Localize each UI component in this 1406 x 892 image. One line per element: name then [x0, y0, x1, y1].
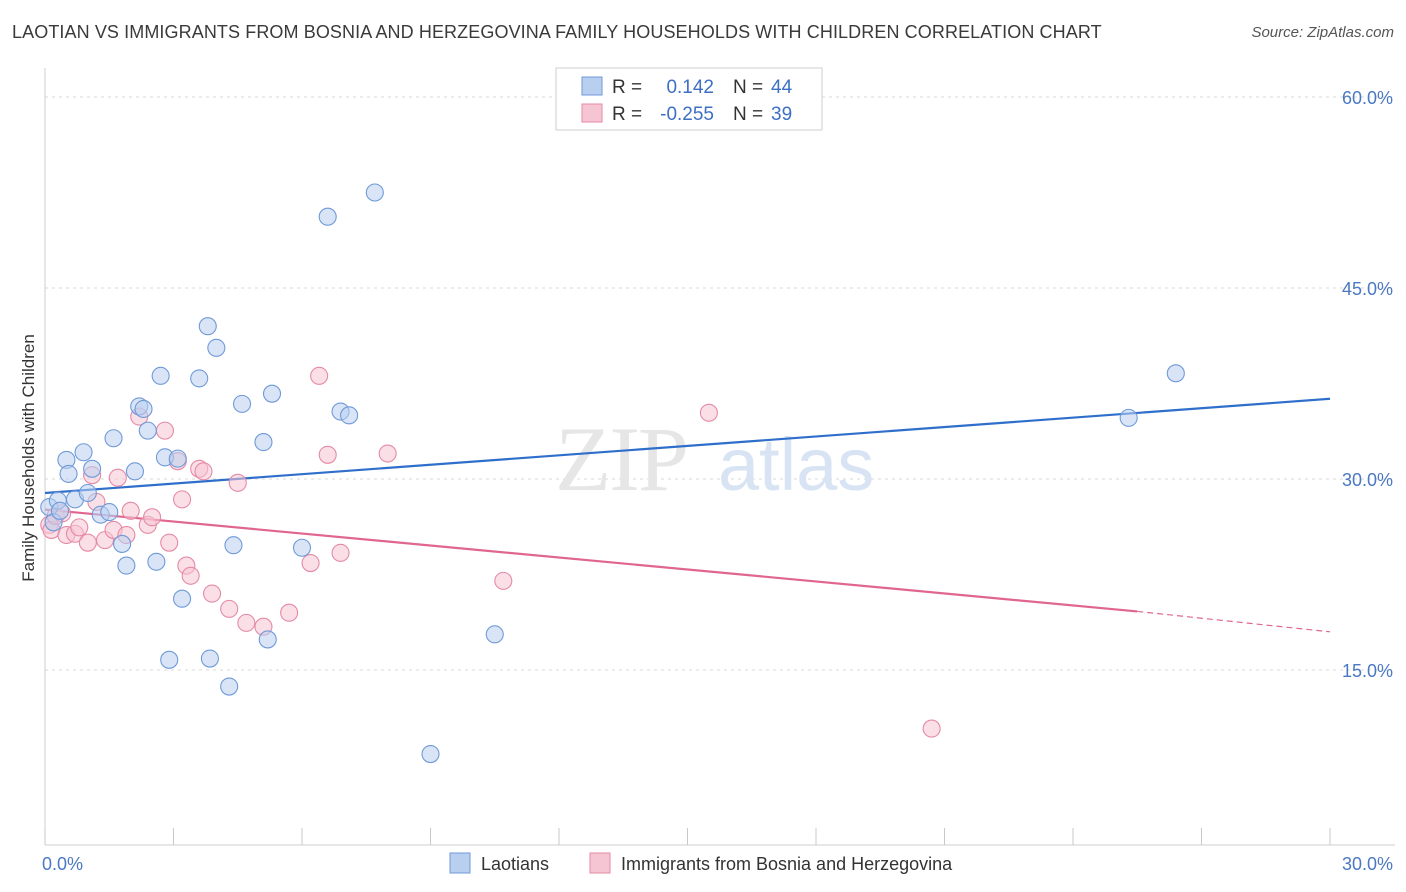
point-laotians: [224, 536, 243, 555]
legend-n-label-2: N =: [733, 104, 763, 125]
grid-lines: [45, 96, 1395, 671]
legend-swatch-bosnia: [581, 103, 603, 123]
y-tick-label: 30.0%: [1342, 470, 1393, 490]
point-laotians: [173, 589, 192, 608]
point-bosnia: [228, 473, 247, 492]
point-laotians: [168, 449, 187, 468]
point-laotians: [190, 369, 209, 388]
y-tick-label: 45.0%: [1342, 279, 1393, 299]
x-tick-label-min: 0.0%: [42, 854, 83, 874]
point-bosnia: [108, 468, 127, 487]
point-bosnia: [181, 566, 200, 585]
point-bosnia: [310, 366, 329, 385]
bottom-legend-label-bosnia: Immigrants from Bosnia and Herzegovina: [621, 854, 953, 874]
point-bosnia: [922, 719, 941, 738]
point-laotians: [134, 399, 153, 419]
point-laotians: [113, 534, 132, 553]
point-laotians: [50, 501, 70, 520]
point-laotians: [151, 366, 170, 385]
watermark-zip: ZIP: [555, 408, 687, 510]
point-bosnia: [331, 543, 350, 562]
point-bosnia: [203, 584, 222, 603]
chart-title: LAOTIAN VS IMMIGRANTS FROM BOSNIA AND HE…: [12, 22, 1102, 42]
bottom-legend-label-laotians: Laotians: [481, 854, 549, 874]
point-laotians: [83, 459, 102, 478]
trend-lines: [44, 397, 1331, 633]
legend-n-label-1: N =: [733, 77, 763, 98]
watermark-atlas: atlas: [718, 423, 874, 506]
legend-n-value-1: 44: [771, 77, 793, 98]
legend-r-label-1: R =: [612, 77, 642, 98]
point-laotians: [198, 317, 217, 336]
point-bosnia: [318, 445, 337, 464]
point-laotians: [232, 394, 252, 413]
y-tick-label: 15.0%: [1342, 661, 1393, 681]
legend-n-value-2: 39: [771, 104, 792, 125]
point-laotians: [147, 552, 166, 571]
point-laotians: [160, 650, 179, 669]
point-laotians: [138, 421, 157, 440]
watermark: ZIP atlas: [555, 408, 874, 510]
point-bosnia: [78, 533, 97, 552]
trend-line-bosnia: [44, 508, 1138, 613]
point-bosnia: [143, 508, 162, 527]
point-laotians: [220, 677, 239, 696]
point-laotians: [100, 503, 119, 522]
axes: [44, 68, 1395, 846]
point-bosnia: [121, 501, 140, 520]
point-bosnia: [155, 421, 174, 440]
point-laotians: [1119, 408, 1138, 427]
point-laotians: [485, 625, 504, 644]
point-laotians: [207, 338, 226, 357]
point-bosnia: [160, 533, 179, 552]
y-axis-label: Family Households with Children: [19, 334, 38, 582]
point-bosnia: [220, 599, 239, 618]
legend-r-value-2: -0.255: [660, 104, 714, 125]
point-laotians: [74, 443, 93, 462]
point-laotians: [340, 406, 359, 425]
point-laotians: [254, 433, 273, 452]
point-laotians: [59, 464, 78, 483]
point-laotians: [78, 483, 97, 503]
point-bosnia: [699, 403, 718, 422]
point-bosnia: [194, 462, 213, 481]
trend-line-laotians: [44, 397, 1331, 495]
legend-swatch-laotians: [581, 76, 603, 96]
point-laotians: [292, 538, 312, 557]
point-laotians: [318, 207, 337, 226]
trend-line-bosnia-extension: [1137, 610, 1331, 633]
legend-r-label-2: R =: [612, 104, 642, 125]
source-credit: Source: ZipAtlas.com: [1251, 24, 1394, 41]
point-laotians: [1166, 364, 1185, 383]
x-tick-label-max: 30.0%: [1342, 854, 1393, 874]
point-bosnia: [173, 490, 192, 509]
point-bosnia: [378, 444, 397, 463]
point-laotians: [262, 384, 282, 403]
point-laotians: [104, 429, 123, 448]
legend-box: R = 0.142 N = 44 R = -0.255 N = 39: [555, 67, 823, 131]
point-laotians: [200, 649, 219, 668]
bottom-legend-swatch-laotians: [449, 852, 471, 874]
point-laotians: [125, 462, 144, 481]
point-bosnia: [301, 553, 320, 573]
point-laotians: [117, 556, 136, 575]
point-bosnia: [70, 518, 89, 537]
bottom-legend-swatch-bosnia: [589, 852, 611, 874]
legend-r-value-1: 0.142: [666, 77, 714, 98]
bottom-legend: Laotians Immigrants from Bosnia and Herz…: [449, 852, 953, 874]
tick-labels: 15.0% 30.0% 45.0% 60.0% 0.0% 30.0%: [42, 88, 1393, 874]
point-bosnia: [280, 603, 299, 622]
point-bosnia: [237, 613, 256, 632]
point-laotians: [421, 744, 440, 764]
point-bosnia: [494, 571, 513, 590]
y-tick-label: 60.0%: [1342, 88, 1393, 108]
series-laotians-points: [40, 183, 1185, 764]
point-laotians: [365, 183, 384, 202]
point-laotians: [258, 630, 277, 649]
